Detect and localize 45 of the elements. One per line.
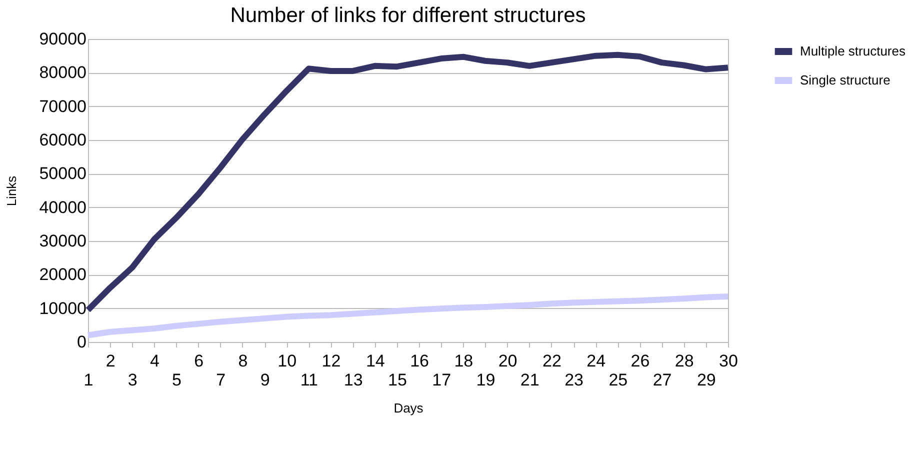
x-tick-label: 3 xyxy=(128,370,138,390)
x-tick-label: 30 xyxy=(719,352,738,370)
y-tick-label: 40000 xyxy=(39,198,86,217)
x-tick-label: 4 xyxy=(150,352,160,370)
x-tick-label: 21 xyxy=(520,370,540,390)
y-tick-label: 90000 xyxy=(39,30,86,48)
x-tick-label: 28 xyxy=(674,352,694,370)
x-tick-label: 2 xyxy=(106,352,116,370)
y-axis-title: Links xyxy=(4,175,20,206)
x-tick-label: 19 xyxy=(476,370,496,390)
x-tick-label: 7 xyxy=(216,370,226,390)
y-tick-label: 80000 xyxy=(39,63,86,82)
legend-label: Single structure xyxy=(800,72,890,88)
x-tick-label: 15 xyxy=(388,370,407,390)
x-tick-label: 1 xyxy=(84,370,94,390)
x-tick-label: 24 xyxy=(586,352,606,370)
x-tick-label: 29 xyxy=(696,370,716,390)
x-tick-label: 27 xyxy=(652,370,672,390)
x-tick-label: 12 xyxy=(322,352,341,370)
x-tick-label: 26 xyxy=(630,352,650,370)
x-tick-label: 25 xyxy=(608,370,628,390)
y-tick-label: 70000 xyxy=(39,96,86,116)
x-tick-label: 6 xyxy=(194,352,204,370)
legend-label: Multiple structures xyxy=(800,44,906,58)
x-tick-label: 9 xyxy=(260,370,270,390)
y-tick-label: 60000 xyxy=(39,130,86,150)
x-tick-label: 18 xyxy=(454,352,474,370)
x-tick-label: 23 xyxy=(564,370,584,390)
x-tick-label: 14 xyxy=(366,352,385,370)
y-tick-label: 20000 xyxy=(39,265,86,284)
chart-title: Number of links for different structures xyxy=(230,4,586,27)
x-tick-label: 20 xyxy=(498,352,518,370)
x-tick-label: 22 xyxy=(542,352,562,370)
x-tick-label: 10 xyxy=(278,352,297,370)
y-tick-label: 50000 xyxy=(39,164,86,184)
y-tick-label: 0 xyxy=(77,332,86,352)
x-tick-label: 17 xyxy=(432,370,452,390)
x-axis-title: Days xyxy=(394,400,424,416)
y-tick-label: 10000 xyxy=(39,298,86,318)
x-tick-label: 8 xyxy=(238,352,248,370)
x-tick-label: 5 xyxy=(172,370,182,390)
x-tick-label: 16 xyxy=(410,352,429,370)
x-tick-label: 13 xyxy=(344,370,363,390)
x-tick-label: 11 xyxy=(300,370,318,390)
y-tick-label: 30000 xyxy=(39,232,86,250)
